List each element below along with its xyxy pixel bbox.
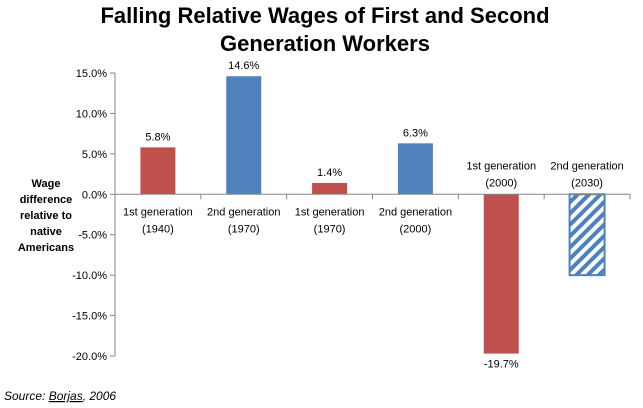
bar: [397, 143, 433, 195]
y-tick-label: -20.0%: [72, 351, 107, 363]
data-label: 14.6%: [228, 60, 259, 72]
data-label: -19.7%: [484, 359, 519, 371]
category-label-line-2: (2000): [400, 223, 432, 235]
bar: [226, 76, 262, 195]
y-tick-label: 0.0%: [82, 189, 107, 201]
category-label-line-2: (1970): [228, 223, 260, 235]
source-author: Borjas: [49, 389, 83, 403]
category-label-line-1: 2nd generation: [550, 160, 623, 172]
source-note: Source: Borjas, 2006: [4, 389, 116, 403]
bar: [483, 194, 519, 354]
source-year: , 2006: [83, 389, 117, 403]
bar: [568, 193, 606, 277]
y-axis-label-line-1: Wage: [32, 178, 61, 190]
category-label-line-1: 1st generation: [466, 160, 536, 172]
category-label-line-1: 1st generation: [123, 206, 193, 218]
chart-title-line-1: Falling Relative Wages of First and Seco…: [100, 3, 549, 28]
y-tick-label: -15.0%: [72, 311, 107, 323]
y-axis-label-line-3: relative to: [20, 210, 72, 222]
plot-area: 15.0% 10.0% 5.0% 0.0% -5.0% -10.0% -15.0% -20.0…: [72, 60, 631, 371]
bar: [140, 147, 176, 195]
y-tick-label: -10.0%: [72, 270, 107, 282]
category-label-line-1: 2nd generation: [379, 206, 452, 218]
category-label-line-2: (1970): [314, 223, 346, 235]
category-label-line-2: (1940): [142, 223, 174, 235]
y-axis-label-line-2: difference: [20, 194, 73, 206]
category-label-line-1: 2nd generation: [207, 206, 280, 218]
data-label: 6.3%: [403, 127, 428, 139]
y-tick-label: 15.0%: [76, 68, 107, 80]
category-label-line-1: 1st generation: [295, 206, 365, 218]
y-tick-label: 10.0%: [76, 108, 107, 120]
category-label-line-2: (2030): [571, 177, 603, 189]
y-tick-label: -5.0%: [78, 230, 107, 242]
source-prefix: Source:: [4, 389, 49, 403]
category-label-line-2: (2000): [485, 177, 517, 189]
y-axis-label-line-5: Americans: [18, 242, 74, 254]
data-label: 5.8%: [145, 131, 170, 143]
chart-title-line-2: Generation Workers: [220, 31, 430, 56]
bar: [312, 182, 348, 195]
y-axis-label-line-4: native: [30, 226, 62, 238]
data-label: 1.4%: [317, 167, 342, 179]
y-tick-label: 5.0%: [82, 149, 107, 161]
